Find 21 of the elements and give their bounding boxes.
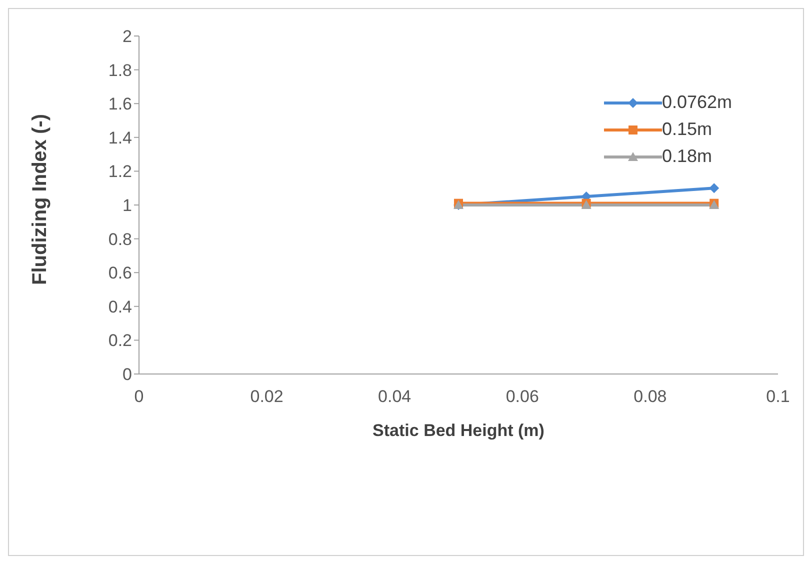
legend-label: 0.0762m [662, 92, 732, 113]
y-tick-label: 0.6 [108, 264, 132, 283]
y-axis-title: Fludizing Index (-) [29, 114, 52, 285]
legend-label: 0.15m [662, 119, 712, 140]
y-tick-label: 0 [122, 365, 132, 384]
y-tick-label: 1.8 [108, 60, 132, 80]
x-tick-label: 0.08 [634, 387, 667, 406]
x-tick-label: 0.06 [506, 387, 539, 406]
y-tick-label: 0.2 [108, 331, 132, 350]
y-tick-label: 1.4 [108, 128, 132, 148]
x-tick-label: 0.02 [250, 387, 284, 406]
y-tick-label: 2 [122, 27, 132, 46]
x-tick-label: 0.04 [378, 387, 412, 406]
x-tick-label: 0.1 [766, 387, 790, 406]
y-tick-label: 0.4 [108, 297, 132, 316]
y-tick-label: 1.2 [108, 162, 132, 182]
y-tick-label: 1.6 [108, 94, 132, 114]
x-axis-title: Static Bed Height (m) [372, 421, 544, 440]
y-tick-label: 0.8 [108, 230, 132, 249]
y-tick-label: 1 [122, 196, 132, 216]
legend-label: 0.18m [662, 146, 712, 167]
